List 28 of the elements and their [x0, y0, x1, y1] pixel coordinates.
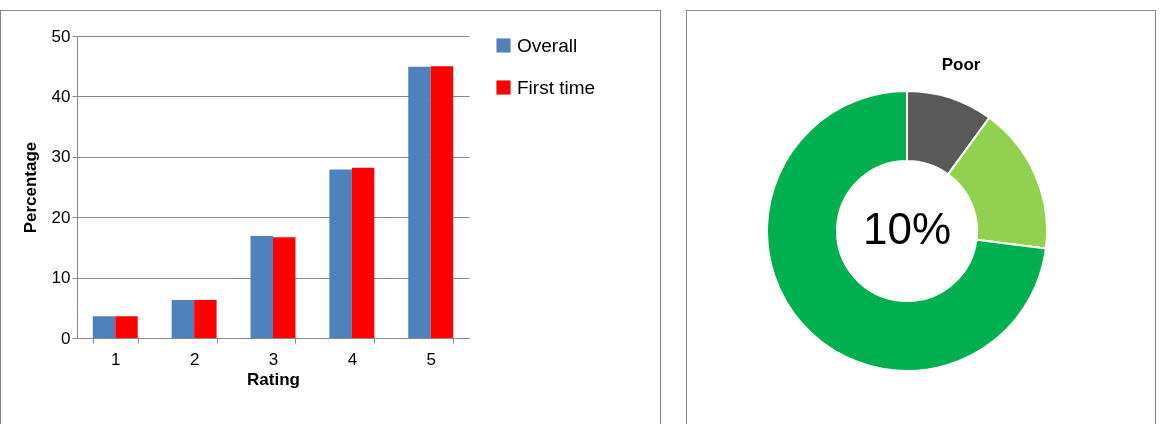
- bar: [250, 235, 273, 338]
- x-tick-label: 3: [268, 349, 279, 369]
- x-axis-title: Rating: [247, 369, 300, 389]
- x-tick-label: 1: [111, 349, 121, 369]
- legend-label: First time: [517, 76, 596, 98]
- y-tick-label: 40: [51, 86, 71, 106]
- y-tick-label: 50: [51, 26, 71, 46]
- y-tick-label: 10: [51, 268, 71, 288]
- bar: [171, 299, 195, 338]
- y-tick-label: 20: [51, 207, 71, 227]
- bar: [408, 66, 431, 338]
- donut-slice: [766, 90, 1047, 372]
- y-tick-label: 0: [61, 328, 71, 348]
- x-tick-label: 5: [426, 349, 436, 369]
- slice-label: Poor: [941, 54, 981, 74]
- x-tick-label: 4: [347, 349, 358, 369]
- bar: [194, 299, 217, 338]
- text: 10%: [862, 204, 952, 253]
- y-axis-title: Percentage: [20, 141, 40, 234]
- bar: [351, 167, 375, 338]
- bar: [430, 66, 454, 338]
- y-tick-label: 30: [51, 147, 71, 167]
- x-tick-label: 2: [189, 349, 200, 369]
- bar: [329, 169, 352, 338]
- bar: [115, 316, 138, 338]
- legend-label: Overall: [517, 34, 578, 56]
- bar: [92, 316, 116, 338]
- bar: [273, 237, 296, 338]
